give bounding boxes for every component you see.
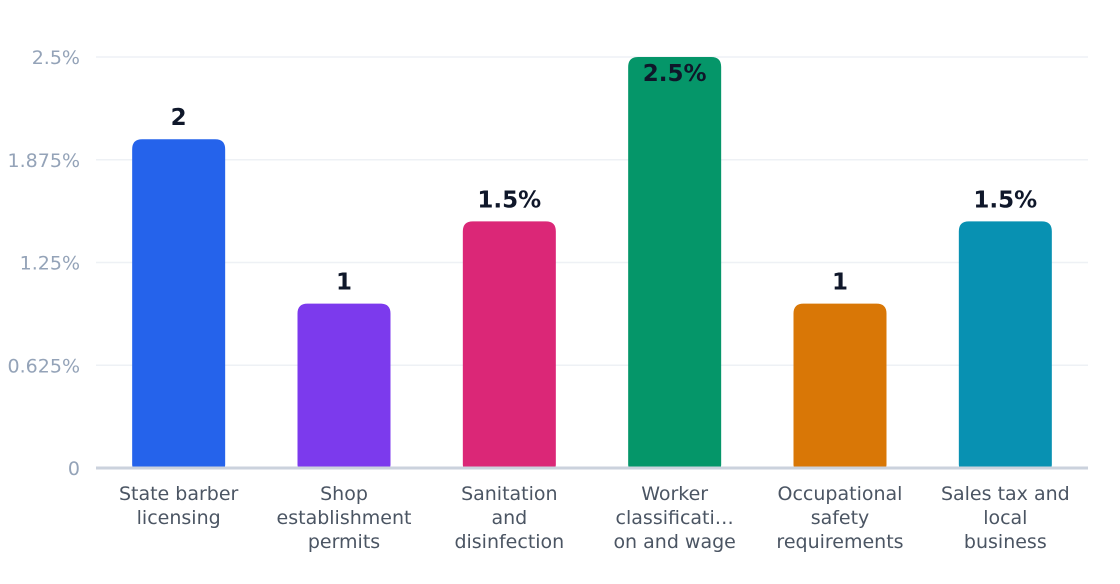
y-tick-label: 1.875% bbox=[8, 150, 80, 172]
y-tick-label: 0.625% bbox=[8, 355, 80, 377]
gridlines bbox=[96, 56, 1088, 366]
data-label: 1 bbox=[832, 270, 848, 296]
y-tick-label: 0 bbox=[68, 458, 80, 480]
y-tick-label: 2.5% bbox=[32, 47, 80, 69]
bars bbox=[132, 57, 1052, 468]
data-label: 1.5% bbox=[477, 187, 541, 213]
y-tick-label: 1.25% bbox=[20, 253, 80, 275]
data-label: 1 bbox=[336, 270, 352, 296]
x-category-label: Worker classificati… on and wage bbox=[613, 483, 735, 553]
x-category-label: State barber licensing bbox=[119, 483, 239, 529]
x-category-label: Shop establishment permits bbox=[277, 483, 412, 553]
data-label: 2.5% bbox=[643, 61, 707, 87]
x-category-label: Sanitation and disinfection bbox=[454, 483, 564, 553]
bar bbox=[958, 221, 1052, 468]
bar bbox=[462, 221, 556, 468]
x-category-label: Sales tax and local business bbox=[941, 483, 1070, 553]
bar bbox=[132, 139, 226, 468]
bar bbox=[628, 57, 722, 468]
data-labels: 2 1 1.5% 2.5% 1 1.5% bbox=[171, 61, 1038, 296]
y-axis-ticks: 0 0.625% 1.25% 1.875% 2.5% bbox=[8, 47, 80, 480]
x-category-label: Occupational safety requirements bbox=[776, 483, 903, 553]
bar bbox=[297, 303, 391, 468]
data-label: 2 bbox=[171, 105, 187, 131]
x-axis-categories: State barber licensing Shop establishment pe… bbox=[119, 483, 1070, 553]
bar bbox=[793, 303, 887, 468]
data-label: 1.5% bbox=[973, 187, 1037, 213]
